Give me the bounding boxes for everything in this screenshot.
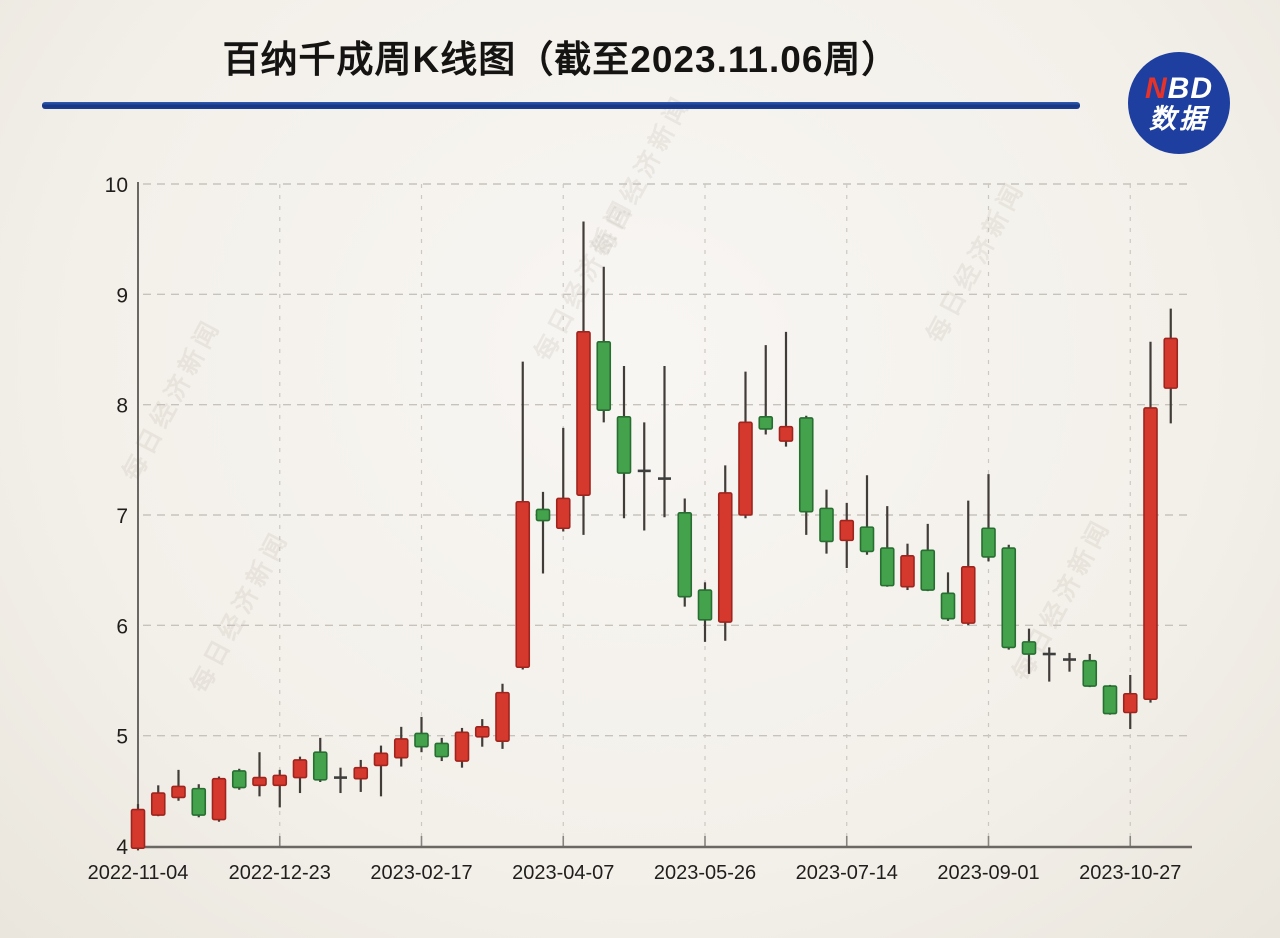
- page-title: 百纳千成周K线图（截至2023.11.06周）: [222, 39, 900, 80]
- x-tick-label: 2022-12-23: [229, 862, 331, 884]
- candle: [981, 474, 996, 562]
- x-tick-label: 2023-05-26: [654, 862, 756, 884]
- candle: [1122, 674, 1138, 730]
- axes: [137, 182, 1192, 849]
- candle: [474, 719, 490, 747]
- header: 百纳千成周K线图（截至2023.11.06周） NBD 数据: [0, 0, 1280, 160]
- x-tick-label: 2023-10-27: [1079, 862, 1181, 884]
- candle: [940, 572, 956, 621]
- x-tick-label: 2022-11-04: [88, 862, 189, 884]
- x-axis-labels: 2022-11-04 2022-12-23 2023-02-17 2023-04-07…: [88, 862, 1182, 884]
- candle: [596, 266, 612, 423]
- candle: [393, 726, 409, 767]
- candle: [312, 737, 328, 783]
- candle: [839, 502, 855, 568]
- logo-letter-n: N: [1144, 72, 1168, 106]
- candle: [1082, 654, 1098, 688]
- y-tick-label: 6: [116, 615, 128, 638]
- candle: [697, 582, 713, 642]
- candle: [920, 523, 936, 592]
- x-tick-label: 2023-02-17: [370, 862, 472, 884]
- candle: [211, 776, 227, 822]
- candle: [819, 489, 834, 554]
- y-tick-label: 7: [116, 505, 128, 528]
- candle: [353, 759, 369, 792]
- candle: [272, 769, 288, 808]
- y-tick-label: 5: [116, 726, 128, 749]
- y-axis-labels: 4 5 6 7 8 9 10: [105, 174, 129, 859]
- candle: [191, 784, 207, 818]
- x-tick-label: 2023-09-01: [937, 862, 1039, 884]
- candle: [1143, 341, 1158, 703]
- candle: [515, 361, 531, 670]
- y-tick-label: 10: [105, 174, 128, 197]
- y-tick-label: 8: [116, 395, 128, 418]
- candle: [798, 415, 814, 535]
- logo-text-nbd: NBD: [1145, 73, 1213, 105]
- candle: [231, 768, 247, 790]
- logo-text-shuju: 数据: [1149, 103, 1209, 134]
- candle: [1001, 544, 1017, 650]
- candle: [292, 756, 308, 794]
- candle: [1102, 684, 1118, 715]
- candle: [778, 331, 794, 447]
- candle: [859, 475, 875, 555]
- title-underline: [42, 102, 1080, 109]
- candle: [1021, 628, 1037, 674]
- candle: [434, 737, 450, 762]
- candle: [130, 804, 146, 851]
- candle: [495, 683, 510, 749]
- candle: [1163, 308, 1179, 424]
- candle: [414, 716, 429, 753]
- candle: [677, 498, 693, 607]
- candle: [373, 745, 389, 797]
- candles: [130, 221, 1179, 851]
- candle: [758, 345, 774, 435]
- candle: [900, 543, 915, 591]
- x-tick-label: 2023-04-07: [512, 862, 614, 884]
- candle: [150, 785, 166, 817]
- candle: [576, 221, 591, 535]
- candle: [555, 427, 571, 532]
- candle: [738, 371, 753, 519]
- y-tick-label: 4: [116, 836, 128, 859]
- candle: [960, 500, 976, 626]
- candle: [616, 366, 632, 519]
- candle: [535, 491, 551, 574]
- candle: [637, 422, 651, 531]
- candle: [1063, 652, 1076, 672]
- y-tick-label: 9: [116, 284, 128, 307]
- x-tick-label: 2023-07-14: [796, 862, 898, 884]
- logo-letters-bd: BD: [1167, 72, 1213, 106]
- candle: [171, 769, 186, 801]
- candle: [658, 366, 671, 518]
- candle: [252, 752, 267, 797]
- candle: [1042, 647, 1056, 682]
- candle: [879, 506, 895, 587]
- candle: [717, 465, 733, 641]
- candle: [454, 727, 470, 768]
- candle: [334, 767, 347, 794]
- nbd-logo: NBD 数据: [1128, 52, 1230, 154]
